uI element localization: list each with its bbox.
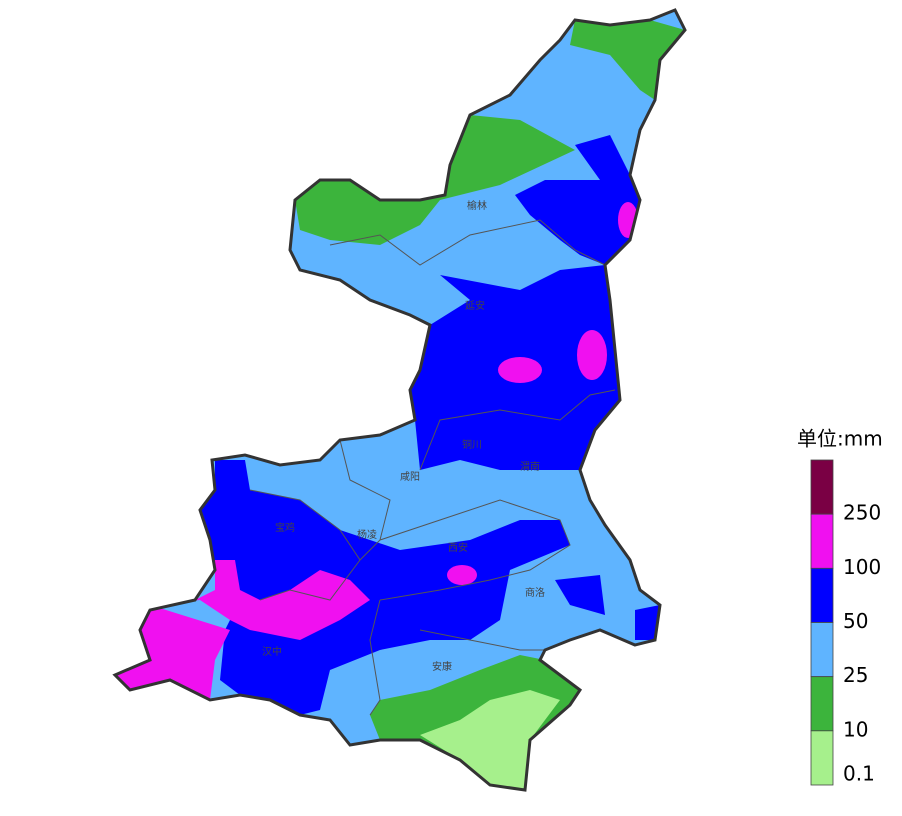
legend-swatch <box>810 567 834 623</box>
boundary <box>419 629 545 651</box>
legend-label: 0.1 <box>843 762 875 786</box>
legend-label: 50 <box>843 609 868 633</box>
legend-swatch <box>810 676 834 732</box>
city-label: 杨凌 <box>357 528 377 541</box>
boundary <box>379 499 571 601</box>
region-50-100 <box>515 135 640 265</box>
city-label: 延安 <box>465 299 485 312</box>
region-100-250 <box>498 357 542 383</box>
city-label: 安康 <box>432 660 452 673</box>
city-label: 咸阳 <box>400 471 420 483</box>
legend-label: 100 <box>843 555 881 579</box>
region-50-100 <box>200 460 570 715</box>
legend: 单位:mm 250 100 50 25 10 0.1 <box>797 427 883 786</box>
legend-swatch <box>810 513 834 569</box>
city-label: 榆林 <box>467 199 487 212</box>
region-100-250 <box>577 330 607 380</box>
legend-swatch <box>810 730 834 786</box>
boundary <box>249 489 361 601</box>
boundary <box>369 599 381 716</box>
city-labels: 榆林 延安 铜川 渭南 咸阳 宝鸡 杨凌 西安 商洛 汉中 安康 <box>262 199 545 673</box>
legend-swatch <box>810 622 834 678</box>
legend-swatch <box>810 459 834 515</box>
region-100-250 <box>115 560 370 700</box>
region-10-25 <box>295 115 575 245</box>
boundary <box>329 219 606 266</box>
legend-title: 单位:mm <box>797 427 883 451</box>
legend-label: 250 <box>843 501 881 525</box>
city-label: 西安 <box>448 541 468 554</box>
prefecture-boundaries <box>249 219 616 716</box>
region-50-100 <box>555 575 605 615</box>
city-label: 渭南 <box>520 460 540 473</box>
boundary <box>419 389 616 471</box>
legend-label: 25 <box>843 663 868 687</box>
region-0-10 <box>420 690 560 790</box>
city-label: 汉中 <box>262 645 282 658</box>
city-label: 铜川 <box>462 439 482 451</box>
legend-label: 10 <box>843 717 868 741</box>
region-50-100 <box>635 605 660 640</box>
city-label: 宝鸡 <box>275 521 295 534</box>
city-label: 商洛 <box>525 586 545 599</box>
boundary <box>339 439 391 561</box>
region-100-250 <box>447 565 477 585</box>
